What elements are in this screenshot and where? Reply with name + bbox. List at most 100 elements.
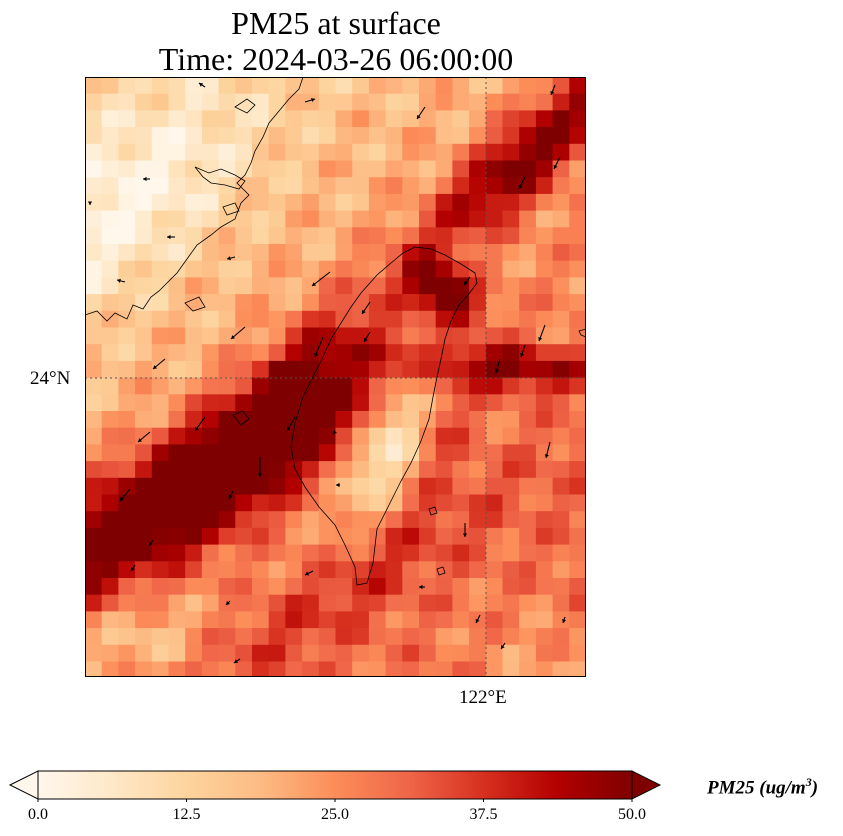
- pm25-cell: [135, 628, 153, 646]
- pm25-cell: [469, 377, 487, 395]
- pm25-cell: [569, 377, 586, 395]
- pm25-cell: [318, 360, 337, 379]
- pm25-cell: [419, 177, 437, 195]
- pm25-cell: [502, 628, 520, 646]
- colorbar-label: PM25 (ug/m3): [707, 775, 819, 799]
- pm25-cell: [201, 310, 220, 329]
- pm25-cell: [385, 628, 403, 646]
- pm25-cell: [168, 411, 186, 429]
- pm25-cell: [268, 511, 286, 529]
- pm25-cell: [118, 143, 136, 162]
- pm25-cell: [335, 110, 353, 128]
- pm25-cell: [385, 578, 403, 596]
- pm25-cell: [302, 477, 320, 496]
- pm25-cell: [201, 260, 220, 278]
- pm25-cell: [402, 594, 420, 612]
- pm25-cell: [101, 210, 119, 228]
- pm25-cell: [519, 93, 537, 111]
- pm25-cell: [352, 193, 370, 212]
- pm25-cell: [285, 461, 303, 479]
- pm25-cell: [519, 594, 537, 612]
- pm25-cell: [201, 628, 220, 646]
- pm25-cell: [268, 93, 286, 111]
- pm25-cell: [302, 260, 320, 278]
- pm25-cell: [435, 644, 453, 663]
- pm25-cell: [252, 561, 270, 579]
- pm25-cell: [302, 427, 320, 445]
- pm25-cell: [569, 544, 586, 562]
- pm25-cell: [335, 561, 353, 579]
- pm25-cell: [135, 477, 153, 496]
- pm25-cell: [118, 327, 136, 345]
- pm25-cell: [285, 427, 303, 445]
- pm25-cell: [385, 661, 403, 677]
- pm25-cell: [335, 411, 353, 429]
- pm25-cell: [302, 110, 320, 128]
- pm25-cell: [268, 628, 286, 646]
- pm25-cell: [218, 461, 236, 479]
- pm25-cell: [218, 193, 236, 212]
- pm25-cell: [118, 193, 136, 212]
- pm25-cell: [535, 327, 554, 345]
- pm25-cell: [335, 77, 353, 95]
- pm25-cell: [535, 594, 554, 612]
- pm25-cell: [485, 594, 504, 612]
- pm25-cell: [185, 527, 203, 546]
- pm25-cell: [452, 377, 470, 395]
- pm25-cell: [151, 143, 170, 162]
- pm25-cell: [452, 177, 470, 195]
- pm25-cell: [218, 477, 236, 496]
- pm25-cell: [452, 594, 470, 612]
- pm25-cell: [385, 160, 403, 178]
- pm25-cell: [502, 143, 520, 162]
- pm25-cell: [352, 644, 370, 663]
- pm25-cell: [469, 127, 487, 145]
- pm25-cell: [218, 360, 236, 379]
- pm25-cell: [452, 160, 470, 178]
- pm25-cell: [135, 110, 153, 128]
- map-title: PM25 at surface: [231, 5, 441, 41]
- pm25-cell: [419, 260, 437, 278]
- pm25-cell: [485, 210, 504, 228]
- pm25-cell: [435, 344, 453, 362]
- pm25-cell: [335, 427, 353, 445]
- pm25-cell: [368, 210, 387, 228]
- wind-arrow: [336, 482, 340, 488]
- pm25-cell: [85, 578, 103, 596]
- pm25-cell: [402, 477, 420, 496]
- pm25-cell: [235, 477, 253, 496]
- pm25-cell: [218, 394, 236, 412]
- pm25-cell: [118, 544, 136, 562]
- wind-arrow: [419, 584, 425, 590]
- colorbar-extend-min: [8, 770, 39, 800]
- pm25-cell: [235, 661, 253, 677]
- pm25-cell: [218, 93, 236, 111]
- pm25-cell: [469, 360, 487, 379]
- pm25-cell: [569, 494, 586, 512]
- pm25-cell: [368, 561, 387, 579]
- pm25-cell: [118, 477, 136, 496]
- pm25-cell: [201, 511, 220, 529]
- pm25-cell: [519, 628, 537, 646]
- pm25-cell: [435, 227, 453, 245]
- pm25-cell: [135, 527, 153, 546]
- pm25-cell: [335, 444, 353, 462]
- pm25-cell: [502, 327, 520, 345]
- pm25-cell: [285, 578, 303, 596]
- pm25-cell: [185, 477, 203, 496]
- pm25-cell: [268, 461, 286, 479]
- pm25-cell: [168, 544, 186, 562]
- pm25-cell: [402, 444, 420, 462]
- pm25-cell: [85, 477, 103, 496]
- pm25-cell: [285, 310, 303, 329]
- pm25-cell: [569, 644, 586, 663]
- pm25-cell: [469, 294, 487, 312]
- pm25-cell: [151, 578, 170, 596]
- pm25-cell: [335, 244, 353, 262]
- pm25-cell: [352, 477, 370, 496]
- pm25-cell: [302, 377, 320, 395]
- pm25-cell: [552, 444, 570, 462]
- pm25-cell: [101, 93, 119, 111]
- pm25-cell: [302, 160, 320, 178]
- pm25-cell: [535, 527, 554, 546]
